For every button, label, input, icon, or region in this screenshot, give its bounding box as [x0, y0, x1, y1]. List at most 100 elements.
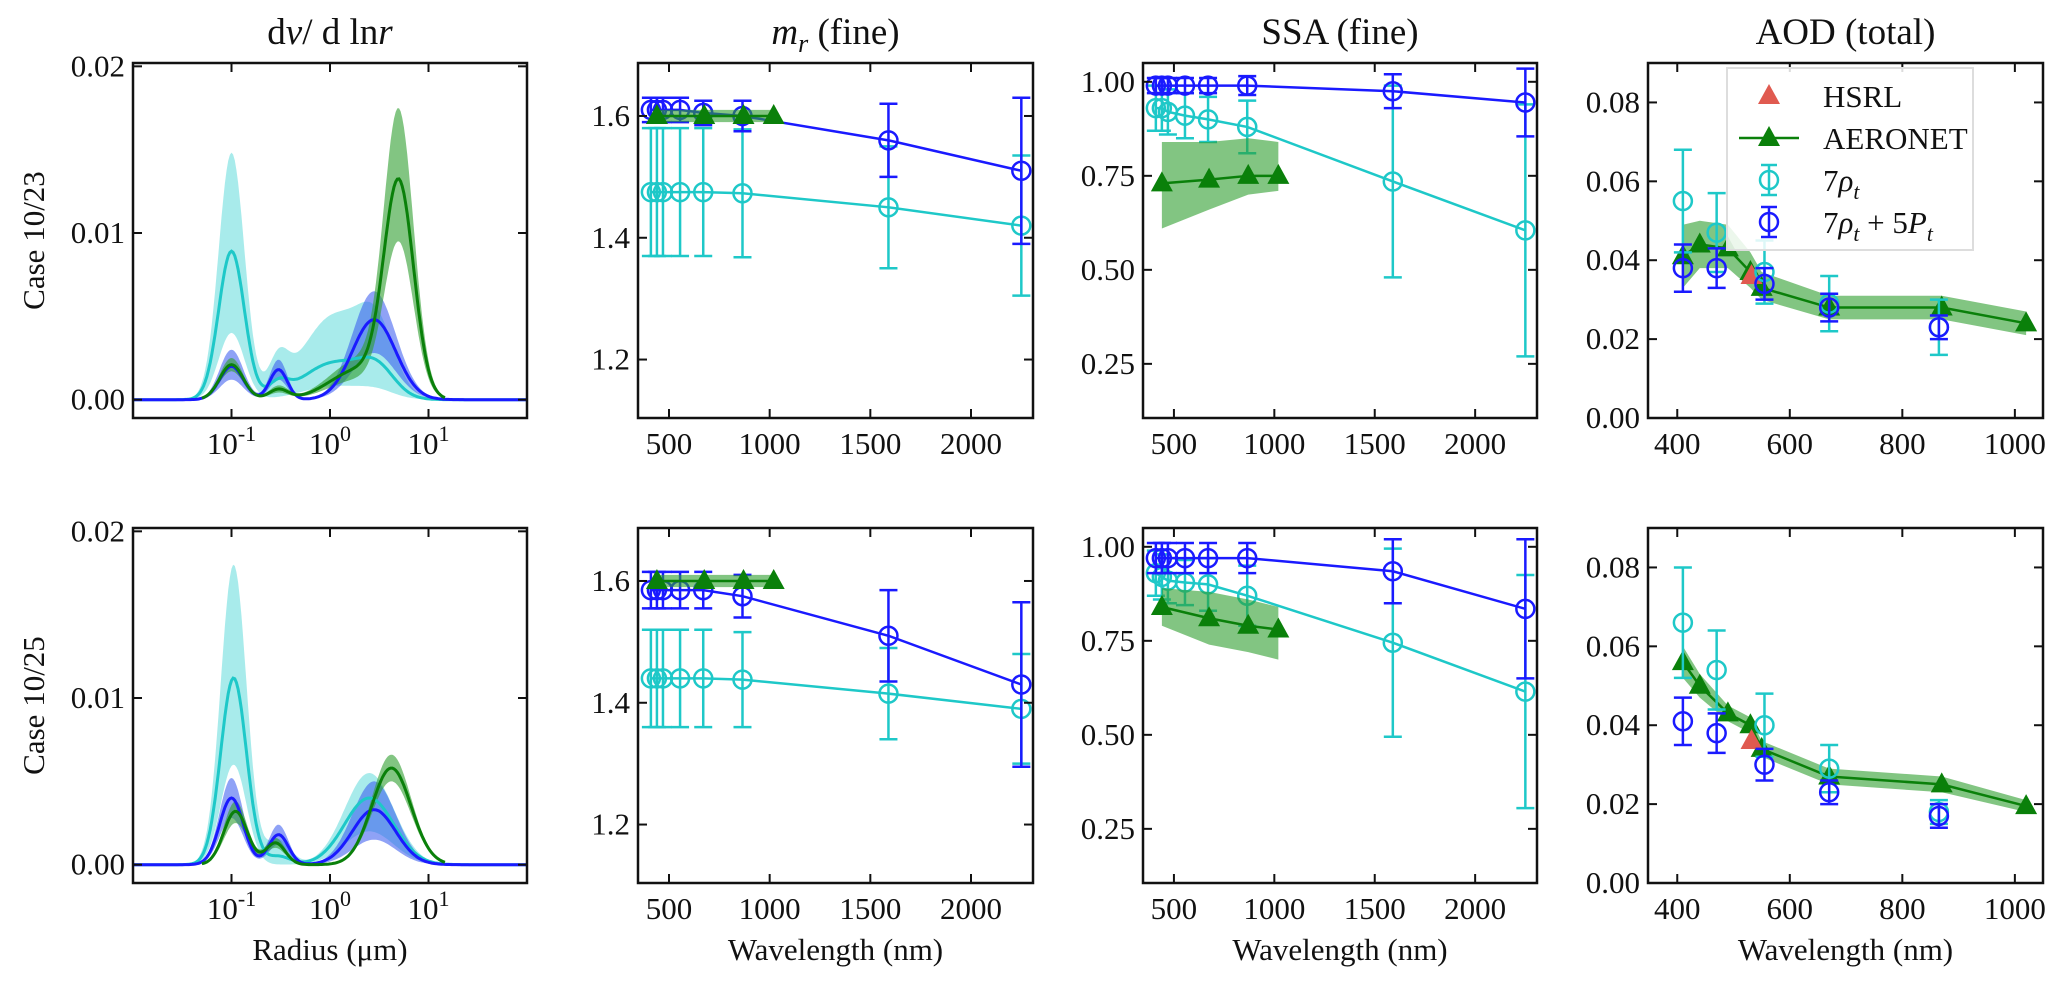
y-tick-label: 1.4 [591, 220, 630, 255]
fit12-data-point [1706, 722, 1727, 744]
x-tick-label: 2000 [1444, 891, 1506, 926]
legend-label-part: 7 [1823, 205, 1839, 240]
fit7-data-point [1382, 632, 1404, 653]
legend-label: 7ρt [1823, 163, 1860, 204]
y-tick-label: 0.02 [71, 48, 125, 83]
title-part: (fine) [808, 12, 899, 53]
y-tick-label: 0.06 [1586, 163, 1640, 198]
x-tick-label: 101 [408, 886, 450, 926]
subplot: 500 1000 1500 2000 1.2 1.4 1.6 [591, 61, 1035, 461]
x-tick-label: 500 [1151, 891, 1198, 926]
x-tick-label: 2000 [940, 426, 1002, 461]
x-tick-label: 1000 [1984, 426, 2046, 461]
axes-frame [636, 526, 1035, 885]
fit12-data-point [1515, 598, 1536, 620]
aeronet-line [1161, 174, 1279, 185]
fit12-data-point [1928, 317, 1950, 338]
legend-label-part: t [1927, 222, 1934, 246]
aeronet-data-point [1267, 163, 1290, 184]
x-tick-label: 100 [309, 886, 351, 926]
legend-label: 7ρt + 5Pt [1823, 205, 1934, 246]
subplot: 500 1000 1500 2000 1.2 1.4 1.6 [591, 526, 1035, 926]
legend-label: AERONET [1823, 121, 1968, 156]
plot-area [133, 108, 527, 402]
y-tick-label: 0.25 [1081, 811, 1135, 846]
y-tick-label: 0.01 [71, 680, 125, 715]
legend-label-part: P [1907, 205, 1927, 240]
aeronet-size-distribution-line [201, 177, 446, 400]
fit7-line [650, 677, 1022, 711]
aeronet-data-point [1198, 167, 1221, 188]
tick-exponent: 1 [439, 886, 450, 911]
axes-frame [1141, 526, 1539, 885]
subplot: 500 1000 1500 2000 0.25 0.50 0.75 1.00 [1081, 61, 1539, 461]
aeronet-data-point [1267, 617, 1290, 638]
fit7-uncertainty-band [133, 564, 527, 865]
x-tick-label: 500 [1151, 426, 1198, 461]
aeronet-uncertainty-band [1682, 646, 2027, 812]
x-tick-label: 1000 [1984, 891, 2046, 926]
fit12-data-point [1382, 80, 1404, 102]
legend-label-part: HSRL [1823, 79, 1902, 114]
plot-area [1145, 67, 1536, 358]
y-tick-label: 0.04 [1586, 707, 1641, 742]
plot-area [1145, 538, 1536, 810]
plot-area [640, 568, 1032, 768]
fit12-data-point [1818, 297, 1840, 318]
aeronet-data-point [762, 103, 785, 124]
y-tick-label: 0.01 [71, 215, 125, 250]
tick-base: 10 [408, 891, 439, 926]
fit7-data-point [1236, 116, 1258, 138]
panel-title: dv/ d lnr [267, 12, 393, 53]
x-tick-label: 1000 [1243, 891, 1305, 926]
y-tick-label: 1.6 [591, 98, 630, 133]
x-tick-label: 1000 [739, 426, 801, 461]
title-part: / d ln [302, 12, 378, 53]
fit7-data-point [1672, 190, 1694, 212]
tick-base: 10 [207, 891, 238, 926]
x-tick-label: 400 [1654, 891, 1701, 926]
fit12-data-point [1145, 75, 1167, 96]
fit7-data-point [669, 181, 691, 203]
aeronet-data-point [762, 568, 785, 589]
fit7-data-point [1174, 105, 1196, 126]
legend-label-part: t [1853, 222, 1860, 246]
fit12-data-point [1174, 547, 1196, 569]
legend-label-part: ρ [1838, 205, 1854, 240]
y-tick-label: 1.2 [591, 807, 630, 842]
aeronet-uncertainty-band [1161, 588, 1279, 660]
legend-label-part: 7 [1823, 163, 1839, 198]
fit12-data-point [1754, 273, 1775, 295]
y-tick-label: 0.08 [1586, 549, 1640, 584]
fit12-data-point [1382, 560, 1404, 582]
x-tick-label: 1500 [839, 891, 901, 926]
aeronet-data-point [1750, 736, 1773, 757]
tick-exponent: -1 [238, 886, 256, 911]
tick-exponent: 0 [340, 421, 351, 446]
tick-exponent: -1 [238, 421, 256, 446]
row-label: Case 10/25 [16, 636, 51, 775]
axes-frame [131, 526, 529, 885]
x-tick-label: 800 [1879, 891, 1926, 926]
title-part: AOD (total) [1756, 12, 1936, 53]
aeronet-data-point [693, 103, 716, 124]
tick-base: 10 [309, 426, 340, 461]
aeronet-data-point [732, 103, 755, 124]
title-part: r [798, 29, 809, 58]
fit7-data-point [640, 668, 662, 689]
y-tick-label: 0.75 [1081, 158, 1135, 193]
legend-fit7-icon [1758, 169, 1780, 191]
legend-label-part: ρ [1838, 163, 1854, 198]
x-tick-label: 1000 [739, 891, 801, 926]
panel-title: SSA (fine) [1261, 12, 1418, 53]
axes-frame [636, 61, 1035, 420]
fit7-data-point [1672, 612, 1694, 633]
aeronet-data-point [1716, 701, 1739, 722]
y-tick-label: 0.00 [1586, 400, 1640, 435]
fit12-data-point [1515, 92, 1536, 113]
fit7-size-distribution-line [133, 676, 527, 867]
axes-frame [1646, 526, 2045, 885]
aeronet-data-point [1150, 171, 1173, 192]
fit7-data-point [1515, 220, 1536, 241]
